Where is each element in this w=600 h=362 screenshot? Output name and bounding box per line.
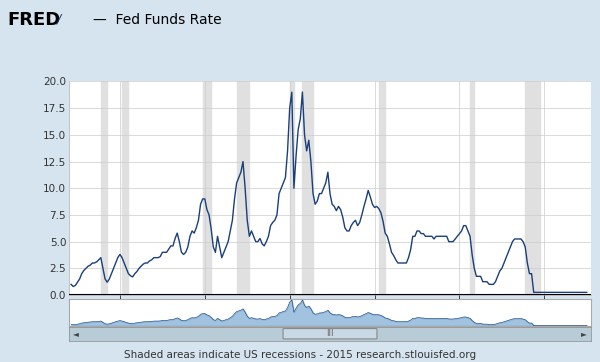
Bar	[470, 81, 474, 295]
Bar	[525, 81, 540, 295]
Bar	[122, 81, 128, 295]
Text: /: /	[57, 13, 61, 26]
Text: ►: ►	[581, 329, 587, 338]
Bar	[101, 81, 107, 295]
Text: III: III	[326, 329, 334, 338]
Bar	[379, 81, 385, 295]
Bar	[290, 81, 294, 295]
Text: Shaded areas indicate US recessions - 2015 research.stlouisfed.org: Shaded areas indicate US recessions - 20…	[124, 350, 476, 360]
Bar	[203, 81, 211, 295]
Text: FRED: FRED	[7, 11, 61, 29]
Text: —  Fed Funds Rate: — Fed Funds Rate	[93, 13, 221, 27]
FancyBboxPatch shape	[283, 329, 377, 339]
Bar	[302, 81, 313, 295]
Text: ◄: ◄	[73, 329, 79, 338]
Bar	[236, 81, 250, 295]
